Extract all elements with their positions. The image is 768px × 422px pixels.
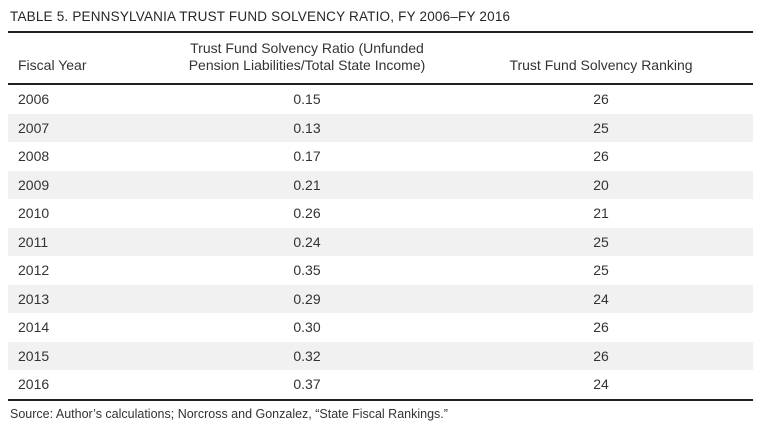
ranking-cell: 26 (593, 91, 609, 107)
table-container: TABLE 5. PENNSYLVANIA TRUST FUND SOLVENC… (8, 0, 753, 421)
source-note: Source: Author’s calculations; Norcross … (10, 406, 448, 421)
table-row: 2015 0.32 26 (8, 341, 753, 370)
ratio-cell: 0.21 (293, 176, 321, 193)
col-header-solvency-ratio-line2: Pension Liabilities/Total State Income) (188, 57, 426, 73)
table-row: 2009 0.21 20 (8, 170, 753, 199)
table-row: 2011 0.24 25 (8, 227, 753, 256)
fiscal-year-cell: 2010 (18, 205, 50, 221)
ratio-cell: 0.26 (293, 205, 321, 221)
table-title: TABLE 5. PENNSYLVANIA TRUST FUND SOLVENC… (8, 0, 753, 33)
table-row: 2006 0.15 26 (8, 84, 753, 114)
table-row: 2013 0.29 24 (8, 284, 753, 313)
ranking-cell: 26 (593, 347, 609, 364)
ratio-cell: 0.17 (293, 148, 321, 164)
table-row: 2012 0.35 25 (8, 256, 753, 285)
fiscal-year-cell: 2015 (18, 347, 50, 364)
col-header-fiscal-year: Fiscal Year (8, 33, 165, 85)
ranking-cell: 24 (449, 370, 753, 401)
fiscal-year-cell: 2011 (18, 233, 49, 250)
fiscal-year-cell: 2008 (18, 148, 50, 164)
fiscal-year-cell: 2007 (18, 119, 50, 136)
ratio-cell: 0.29 (293, 290, 321, 307)
header-row: Fiscal Year Trust Fund Solvency Ratio (U… (8, 33, 753, 85)
table-row: 2007 0.13 25 (8, 113, 753, 142)
fiscal-year-cell: 2012 (18, 262, 50, 278)
data-table: Fiscal Year Trust Fund Solvency Ratio (U… (8, 33, 753, 401)
col-header-solvency-ratio: Trust Fund Solvency Ratio (Unfunded Pens… (165, 33, 449, 85)
table-body: 2006 0.15 26 2007 0.13 25 2008 0.17 26 2009 0.21 20… (8, 84, 753, 401)
col-header-solvency-ranking: Trust Fund Solvency Ranking (449, 33, 753, 85)
ratio-cell: 0.13 (293, 119, 321, 136)
ranking-cell: 20 (593, 176, 609, 193)
table-row: 2016 0.37 24 (8, 370, 753, 401)
ranking-cell: 26 (593, 148, 609, 164)
fiscal-year-cell: 2009 (18, 176, 50, 193)
ranking-cell: 21 (593, 205, 609, 221)
ranking-cell: 25 (593, 233, 609, 250)
ratio-cell: 0.15 (293, 91, 321, 107)
ratio-cell: 0.30 (293, 319, 321, 335)
col-header-solvency-ratio-line1: Trust Fund Solvency Ratio (Unfunded (190, 40, 424, 56)
ranking-cell: 26 (593, 319, 609, 335)
ranking-cell: 25 (593, 119, 609, 136)
fiscal-year-cell: 2006 (18, 91, 50, 107)
ratio-cell: 0.35 (293, 262, 321, 278)
ratio-cell: 0.32 (293, 347, 321, 364)
ratio-cell: 0.37 (165, 370, 449, 401)
fiscal-year-cell: 2013 (18, 290, 50, 307)
ranking-cell: 24 (593, 290, 609, 307)
table-row: 2008 0.17 26 (8, 142, 753, 171)
fiscal-year-cell: 2014 (18, 319, 50, 335)
table-row: 2010 0.26 21 (8, 199, 753, 228)
ranking-cell: 25 (593, 262, 609, 278)
ratio-cell: 0.24 (293, 233, 321, 250)
table-row: 2014 0.30 26 (8, 313, 753, 342)
fiscal-year-cell: 2016 (8, 370, 165, 401)
